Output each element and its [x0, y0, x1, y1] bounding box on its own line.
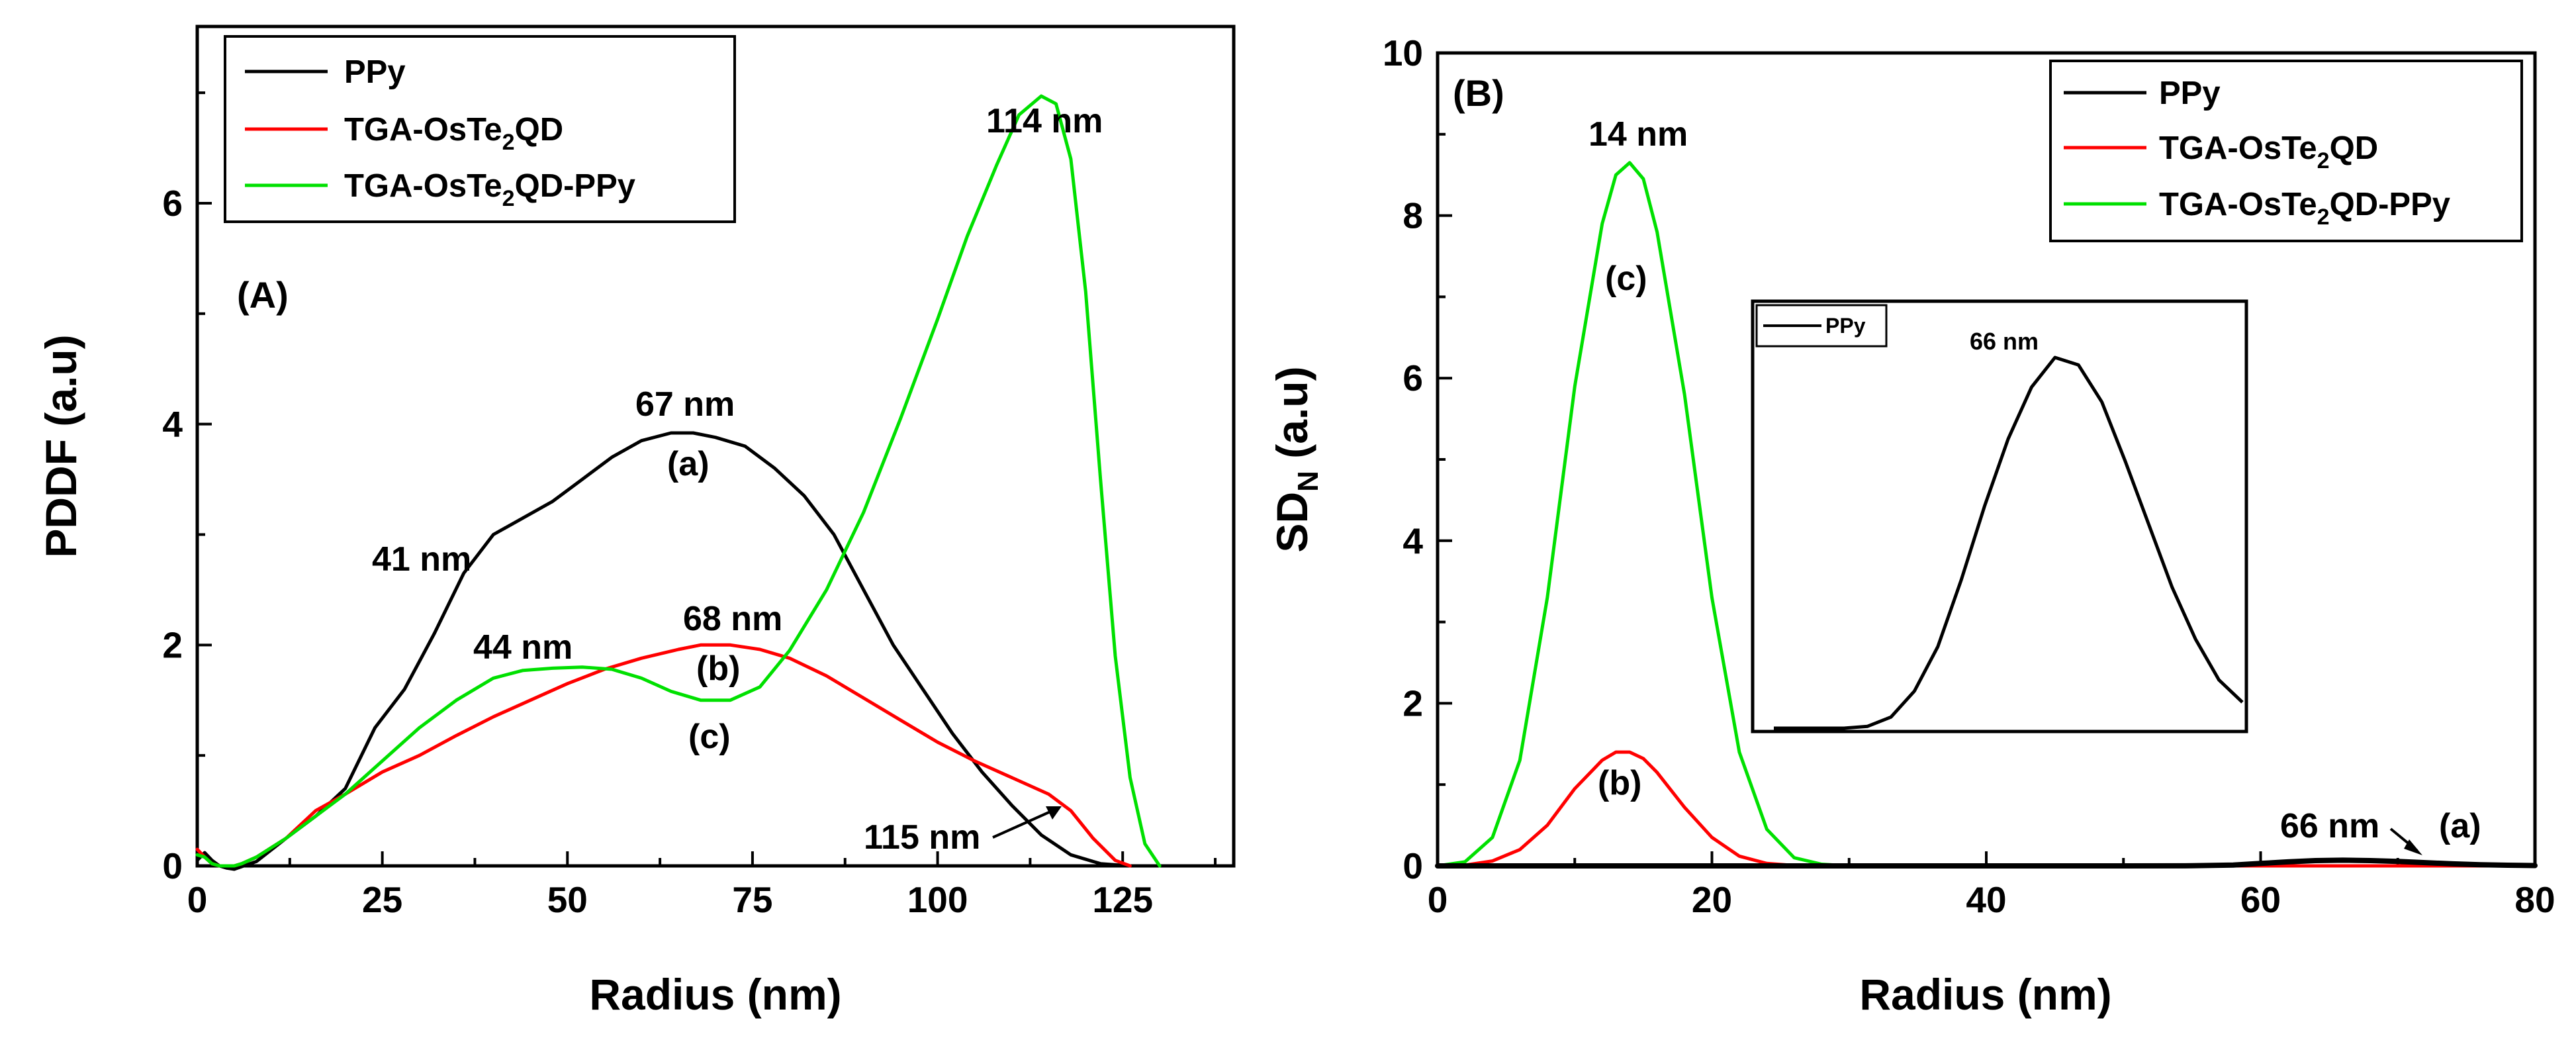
panel-b-y-tick-label: 10	[1383, 32, 1423, 73]
panel-b-x-tick-label: 0	[1428, 879, 1448, 920]
annotation-a-b: (b)	[696, 649, 740, 688]
annotation-a-a: (a)	[667, 445, 710, 483]
annotation-b-66nm: 66 nm	[2280, 807, 2379, 845]
inset-peak-label: 66 nm	[1970, 328, 2039, 355]
annotation-b-14nm: 14 nm	[1588, 115, 1688, 154]
panel-b-y-tick-label: 0	[1403, 845, 1423, 886]
annotation-a-115nm-arrowhead	[1046, 806, 1062, 820]
panel-a-y-tick-label: 6	[162, 183, 183, 224]
annotation-a-68nm: 68 nm	[683, 600, 782, 638]
annotation-a-41nm: 41 nm	[372, 540, 471, 579]
panel-b-x-tick-label: 20	[1692, 879, 1732, 920]
panel-a-curves	[195, 94, 1162, 871]
panel-a-legend-label-tga: TGA-OsTe2QD	[344, 112, 563, 155]
panel-b-ticks: 0 20 40 60 80 0 2 4 6 8 10	[1383, 32, 2555, 920]
panel-a-x-tick-label: 100	[907, 879, 968, 920]
panel-a-x-tick-label: 125	[1092, 879, 1153, 920]
annotation-b-a: (a)	[2439, 807, 2481, 845]
panel-b-y-tick-label: 4	[1403, 520, 1423, 561]
panel-a-x-tick-label: 25	[362, 879, 402, 920]
panel-a-label: (A)	[237, 274, 289, 316]
panel-b-label: (B)	[1453, 72, 1504, 114]
inset-frame	[1751, 299, 2248, 733]
panel-b-y-tick-label: 8	[1403, 195, 1423, 236]
annotation-a-115nm-arrow	[992, 808, 1057, 839]
inset-curve-group	[1774, 355, 2244, 730]
panel-b-y-tick-label: 6	[1403, 357, 1423, 399]
panel-a-y-axis-label: PDDF (a.u)	[36, 334, 85, 557]
annotation-a-c: (c)	[688, 718, 731, 756]
inset-curve-ppy	[1774, 355, 2244, 730]
panel-a-curve-ppy	[195, 431, 1132, 871]
panel-b-legend-label-ppy: PPy	[2159, 75, 2221, 111]
panel-a-x-tick-label: 75	[732, 879, 772, 920]
panel-a: 0 25 50 75 100 125 0 2 4 6 Radius (nm) PDDF (a.u)…	[36, 24, 1236, 1019]
panel-a-y-tick-label: 4	[162, 404, 183, 445]
inset: PPy 66 nm	[1751, 299, 2248, 733]
panel-b-x-axis-label: Radius (nm)	[1859, 970, 2111, 1019]
panel-b-legend-box	[2049, 60, 2523, 242]
panel-a-curve-composite	[195, 94, 1162, 868]
panel-a-y-tick-label: 2	[162, 624, 183, 665]
annotation-b-b: (b)	[1598, 764, 1641, 802]
panel-a-ticks: 0 25 50 75 100 125 0 2 4 6	[162, 91, 1217, 920]
panel-b-x-tick-label: 80	[2514, 879, 2555, 920]
panel-b-curve-ppy	[1435, 857, 2538, 869]
panel-b-curves	[1435, 161, 2538, 869]
panel-b-x-tick-label: 60	[2240, 879, 2281, 920]
annotation-b-66nm-arrowhead	[2404, 839, 2422, 855]
panel-a-plot-frame	[195, 24, 1236, 868]
inset-legend-label: PPy	[1825, 314, 1866, 338]
panel-a-legend-label-composite: TGA-OsTe2QD-PPy	[344, 168, 635, 211]
panel-b-y-tick-label: 2	[1403, 683, 1423, 724]
panel-b-x-tick-label: 40	[1966, 879, 2006, 920]
panel-a-y-tick-label: 0	[162, 845, 183, 886]
panel-a-x-axis-label: Radius (nm)	[589, 970, 841, 1019]
panel-b-legend-label-composite: TGA-OsTe2QD-PPy	[2159, 187, 2450, 230]
annotation-a-67nm: 67 nm	[635, 385, 735, 424]
panel-b: 0 20 40 60 80 0 2 4 6 8 10 Radius (nm) SDN (a.u) P…	[1267, 32, 2555, 1019]
annotation-a-115nm: 115 nm	[864, 818, 980, 857]
panel-b-legend-label-tga: TGA-OsTe2QD	[2159, 130, 2378, 173]
annotation-a-114nm: 114 nm	[986, 102, 1103, 140]
panel-a-legend: PPy TGA-OsTe2QD TGA-OsTe2QD-PPy	[224, 35, 736, 223]
panel-b-y-axis-label: SDN (a.u)	[1267, 366, 1324, 552]
annotation-b-c: (c)	[1605, 260, 1647, 298]
annotation-a-44nm: 44 nm	[473, 628, 573, 667]
panel-b-legend: PPy TGA-OsTe2QD TGA-OsTe2QD-PPy	[2049, 60, 2523, 242]
panel-a-x-tick-label: 0	[187, 879, 208, 920]
panel-a-legend-label-ppy: PPy	[344, 54, 406, 90]
panel-a-curve-tga	[195, 643, 1132, 868]
panel-a-x-tick-label: 50	[547, 879, 588, 920]
